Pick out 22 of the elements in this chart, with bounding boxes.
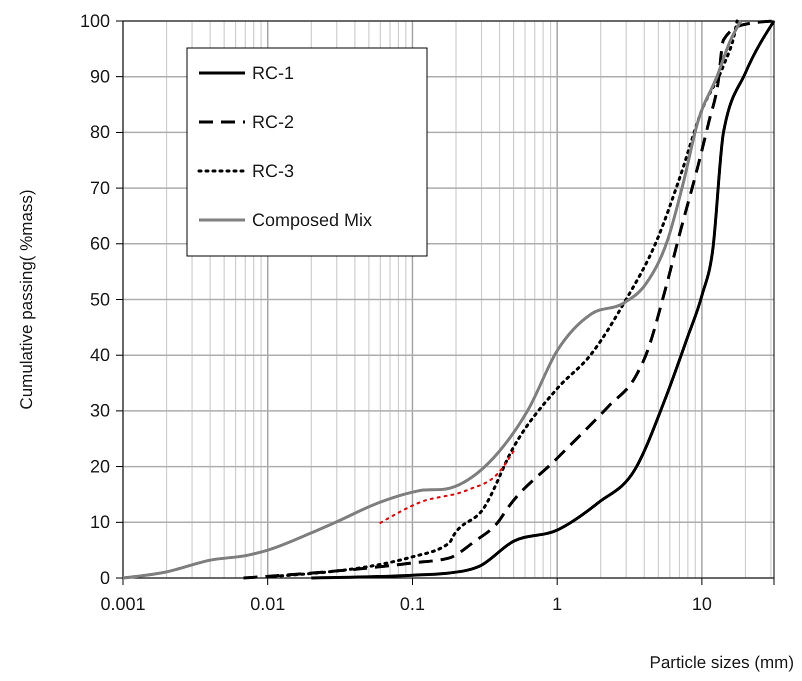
legend-label: RC-2 <box>252 112 294 132</box>
y-tick-label: 40 <box>90 344 110 365</box>
y-tick-label: 100 <box>80 10 110 31</box>
y-axis-title: Cumulative passing( %mass) <box>17 189 36 410</box>
y-tick-label: 20 <box>90 456 110 476</box>
legend-label: Composed Mix <box>252 210 372 230</box>
y-tick-label: 60 <box>90 234 110 254</box>
y-tick-label: 30 <box>90 400 110 421</box>
legend-label: RC-3 <box>252 161 294 181</box>
y-tick-label: 90 <box>90 66 110 86</box>
x-axis-title: Particle sizes (mm) <box>649 653 794 672</box>
x-tick-label: 0.001 <box>100 594 146 614</box>
y-tick-label: 70 <box>90 178 110 198</box>
y-tick-label: 80 <box>90 122 110 142</box>
x-tick-label: 1 <box>552 594 562 614</box>
y-tick-label: 10 <box>90 512 110 532</box>
x-tick-label: 0.1 <box>400 594 425 614</box>
legend-label: RC-1 <box>252 63 294 83</box>
y-tick-label: 0 <box>100 568 110 588</box>
x-tick-label: 0.01 <box>250 594 286 614</box>
y-tick-label: 50 <box>90 289 110 310</box>
x-tick-label: 10 <box>692 594 712 614</box>
